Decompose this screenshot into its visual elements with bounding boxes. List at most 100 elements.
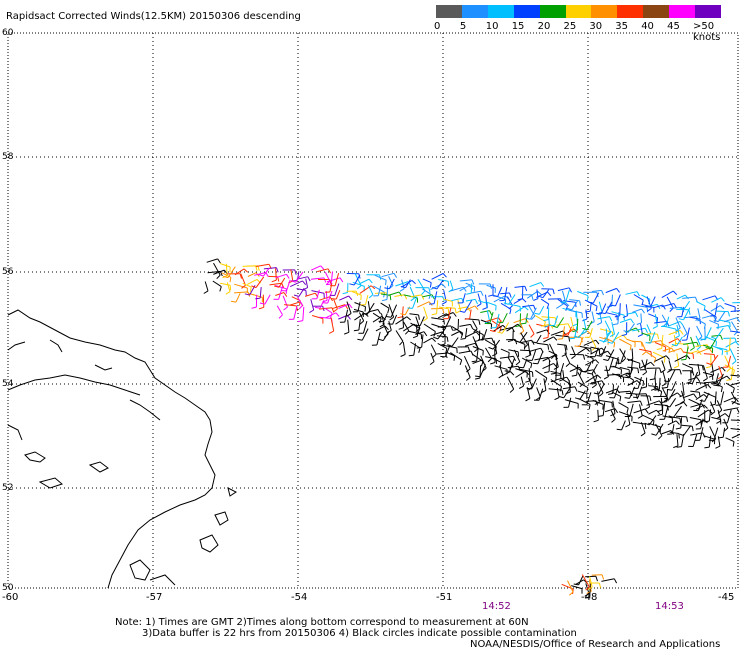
lon-label-57: -57 [146,592,163,603]
wind-barb-flag [408,354,414,357]
wind-barb-flag [540,282,545,287]
wind-barb [366,302,375,315]
wind-barb [605,287,617,294]
wind-barb [631,348,634,360]
wind-barb-flag [431,337,436,342]
wind-barb [376,331,381,346]
wind-barb [590,337,597,348]
wind-barb-flag [466,368,471,373]
wind-barb [310,299,315,311]
wind-barb-flag [416,346,422,349]
wind-barb-flag [397,316,403,319]
wind-barb [459,279,473,282]
wind-barb-flag [342,292,348,295]
wind-barb-flag [522,298,527,303]
wind-barb-flag [662,386,668,389]
wind-barb-flag [554,397,560,401]
wind-barb [477,293,482,304]
wind-barb [717,413,726,419]
wind-barb-flag [357,338,363,341]
wind-barb [472,320,478,330]
wind-barb [703,391,717,398]
wind-barb-flag [652,325,658,329]
wind-barb [335,290,341,300]
wind-barb [585,309,588,319]
wind-barb [412,296,418,309]
wind-barb-flag [508,305,513,310]
wind-barb-flag [344,331,350,335]
wind-barb [567,580,574,593]
wind-barb-flag [673,445,679,449]
wind-barb [583,339,596,346]
colorbar-label: 0 [434,21,441,32]
wind-barb-flag [567,323,571,329]
wind-barb-flag [297,320,303,323]
wind-barb-flag [691,426,694,432]
wind-barb [254,272,267,276]
wind-barb [723,407,737,411]
wind-barb-flag [410,297,416,302]
wind-barb [508,349,519,353]
wind-barb [683,341,697,345]
wind-barb [695,384,708,391]
wind-barb [286,279,291,292]
wind-barb [526,290,538,299]
wind-barb [730,428,740,431]
wind-barb [471,290,481,294]
wind-barb-flag [587,295,589,301]
wind-barb-flag [626,407,629,414]
wind-barb [492,357,502,363]
wind-barb [368,309,379,313]
wind-barb [380,313,385,325]
wind-barb [540,298,549,305]
wind-barb-flag [538,295,544,299]
wind-barb-flag [710,411,716,416]
wind-barb-flag [541,389,547,393]
wind-barb-flag [243,268,249,273]
wind-barb-flag [642,381,645,387]
wind-barb [688,350,699,355]
wind-barb [683,425,692,436]
wind-barb [469,309,472,319]
wind-barb [565,289,570,303]
wind-barb [451,331,460,336]
wind-barb-flag [612,323,618,326]
wind-barb [436,279,444,290]
wind-barb [710,354,719,365]
wind-barb [581,574,590,587]
wind-barb [354,302,366,308]
wind-barb [464,300,473,313]
wind-barb-flag [359,320,365,325]
wind-barb [410,322,420,329]
lon-label-60: -60 [2,592,19,603]
wind-barb-flag [530,333,535,338]
wind-barb [671,381,677,391]
wind-barb [723,317,738,323]
wind-barb-flag [447,281,450,287]
wind-barb [502,312,508,324]
wind-barb [534,356,549,361]
wind-barb [559,362,565,376]
wind-barb [436,335,448,338]
wind-barb-flag [459,310,465,313]
wind-barb [326,277,341,283]
wind-barb-flag [543,337,549,339]
wind-barb-flag [547,291,552,297]
wind-barb [556,317,565,328]
colorbar-label: 5 [459,21,467,32]
wind-barb [514,306,525,314]
wind-barb [576,364,579,376]
wind-barb [592,399,604,405]
wind-barb-flag [474,299,478,305]
wind-barb-flag [447,344,453,347]
wind-barb [527,304,536,317]
wind-barb-flag [736,317,740,323]
wind-barb [714,303,718,316]
wind-barb [723,396,736,403]
wind-barb [696,347,710,354]
wind-barb-flag [309,309,314,314]
wind-barb [649,296,656,308]
wind-barb-flag [557,338,563,340]
wind-barb-flag [239,273,242,279]
wind-barb-flag [552,325,558,328]
